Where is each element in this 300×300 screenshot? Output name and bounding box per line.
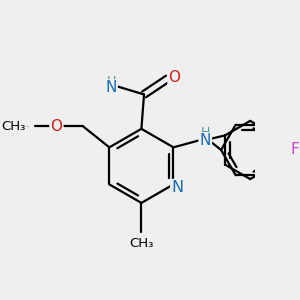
Text: methoxy: methoxy [24, 126, 30, 127]
Text: CH₃: CH₃ [129, 237, 154, 250]
Text: O: O [50, 119, 62, 134]
Text: F: F [291, 142, 300, 158]
Text: H: H [106, 75, 116, 88]
Text: N: N [200, 133, 211, 148]
Text: O: O [169, 70, 181, 85]
Text: CH₃: CH₃ [2, 120, 26, 133]
Text: N: N [105, 80, 117, 95]
Text: H: H [200, 126, 210, 139]
Text: N: N [171, 180, 184, 195]
